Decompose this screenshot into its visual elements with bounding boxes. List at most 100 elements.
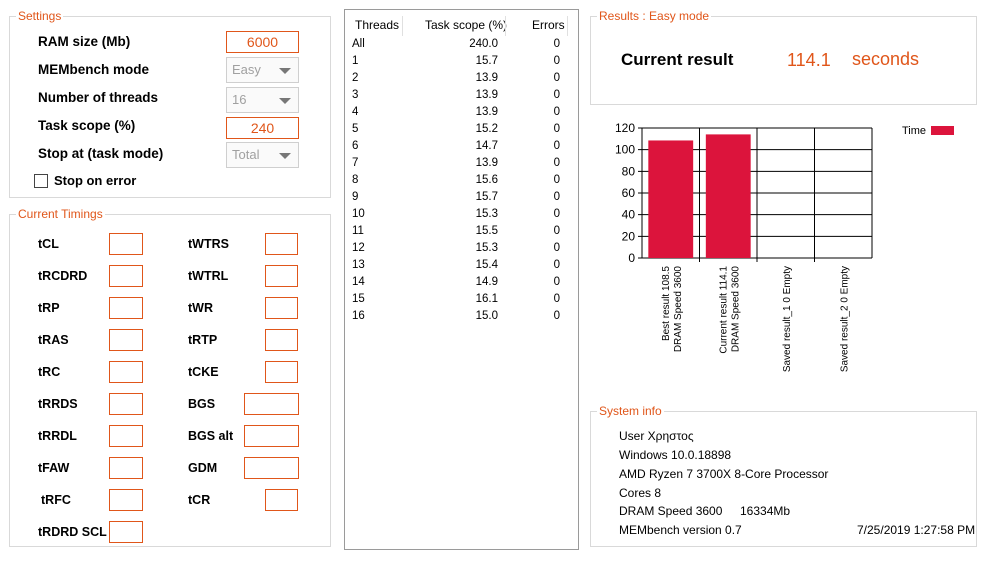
timing-input[interactable] [244,425,299,447]
timing-input[interactable] [265,329,298,351]
timing-input[interactable] [109,329,143,351]
system-dram-speed: DRAM Speed 3600 [619,504,723,518]
system-os: Windows 10.0.18898 [619,448,732,462]
timing-input[interactable] [109,233,143,255]
timing-label: BGS alt [188,429,234,443]
cell-thread: 7 [352,157,359,169]
timing-label: tRP [38,301,60,315]
timing-input[interactable] [109,521,143,543]
table-row[interactable]: 10 15.3 0 [345,208,578,225]
table-row[interactable]: 4 13.9 0 [345,106,578,123]
table-row[interactable]: 7 13.9 0 [345,157,578,174]
mode-select[interactable]: Easy [226,57,299,83]
timing-input[interactable] [265,361,298,383]
column-divider [402,16,403,36]
timing-label: tRC [38,365,61,379]
table-row[interactable]: 3 13.9 0 [345,89,578,106]
timing-label: tWTRL [188,269,229,283]
threads-table[interactable]: Threads Task scope (%) Errors All 240.0 0 1… [344,9,579,550]
table-row[interactable]: All 240.0 0 [345,38,578,55]
stop-at-select[interactable]: Total [226,142,299,168]
ram-size-label: RAM size (Mb) [38,34,131,49]
timing-input[interactable] [109,393,143,415]
chart-bar [648,140,694,258]
cell-thread: 16 [352,310,365,322]
table-row[interactable]: 9 15.7 0 [345,191,578,208]
timing-label: tRTP [188,333,218,347]
table-row[interactable]: 11 15.5 0 [345,225,578,242]
cell-thread: 2 [352,72,359,84]
threads-select[interactable]: 16 [226,87,299,113]
timing-input[interactable] [244,457,299,479]
table-row[interactable]: 1 15.7 0 [345,55,578,72]
timings-title: Current Timings [16,207,105,221]
stop-on-error-label[interactable]: Stop on error [54,173,137,188]
cell-errors: 0 [553,310,560,322]
cell-thread: 8 [352,174,359,186]
threads-label: Number of threads [38,90,159,105]
timing-input[interactable] [109,489,143,511]
timing-input[interactable] [265,233,298,255]
settings-group: Settings [9,9,331,198]
table-row[interactable]: 8 15.6 0 [345,174,578,191]
cell-task-scope: 15.7 [475,55,498,67]
ram-size-input[interactable]: 6000 [226,31,299,53]
system-cores: Cores 8 [619,486,662,500]
column-header-task-scope[interactable]: Task scope (%) [425,18,508,32]
cell-errors: 0 [553,174,560,186]
timing-input[interactable] [109,425,143,447]
x-category-label: Best result 108.5 [661,266,672,341]
system-user: User Χρηστος [619,429,694,443]
current-result-label: Current result [621,50,734,69]
timing-label: tRFC [41,493,71,507]
timing-label: tRDRD SCL [38,525,107,539]
cell-thread: 3 [352,89,359,101]
mode-label: MEMbench mode [38,62,150,77]
cell-task-scope: 15.3 [475,208,498,220]
cell-errors: 0 [553,106,560,118]
stop-at-select-value: Total [232,147,260,162]
cell-task-scope: 15.3 [475,242,498,254]
timing-input[interactable] [109,265,143,287]
table-row[interactable]: 2 13.9 0 [345,72,578,89]
cell-thread: 14 [352,276,365,288]
table-row[interactable]: 15 16.1 0 [345,293,578,310]
timing-input[interactable] [265,297,298,319]
cell-thread: 6 [352,140,359,152]
table-row[interactable]: 5 15.2 0 [345,123,578,140]
x-category-label: DRAM Speed 3600 [673,266,684,353]
timing-input[interactable] [265,489,298,511]
column-header-threads[interactable]: Threads [355,18,400,32]
timing-label: tRCDRD [38,269,88,283]
timing-input[interactable] [109,297,143,319]
table-row[interactable]: 13 15.4 0 [345,259,578,276]
settings-title: Settings [16,9,64,23]
stop-on-error-checkbox[interactable] [34,174,48,188]
y-tick-label: 60 [622,186,636,200]
column-header-errors[interactable]: Errors [532,18,565,32]
cell-thread: 13 [352,259,365,271]
table-row[interactable]: 16 15.0 0 [345,310,578,327]
timing-input[interactable] [244,393,299,415]
table-row[interactable]: 6 14.7 0 [345,140,578,157]
timing-label: tWR [188,301,213,315]
timing-label: GDM [188,461,218,475]
timing-input[interactable] [109,457,143,479]
cell-errors: 0 [553,140,560,152]
chevron-down-icon [279,68,291,74]
timing-label: tRRDS [38,397,78,411]
timing-label: tRAS [38,333,69,347]
task-scope-label: Task scope (%) [38,118,136,133]
x-category-label: Saved result_1 0 Empty [782,266,793,372]
cell-thread: 10 [352,208,365,220]
current-result-unit: seconds [852,49,920,69]
y-tick-label: 120 [615,121,635,135]
task-scope-input[interactable]: 240 [226,117,299,139]
system-info-title: System info [597,404,664,418]
cell-errors: 0 [553,276,560,288]
timing-input[interactable] [109,361,143,383]
timing-input[interactable] [265,265,298,287]
table-row[interactable]: 14 14.9 0 [345,276,578,293]
cell-thread: 12 [352,242,365,254]
table-row[interactable]: 12 15.3 0 [345,242,578,259]
